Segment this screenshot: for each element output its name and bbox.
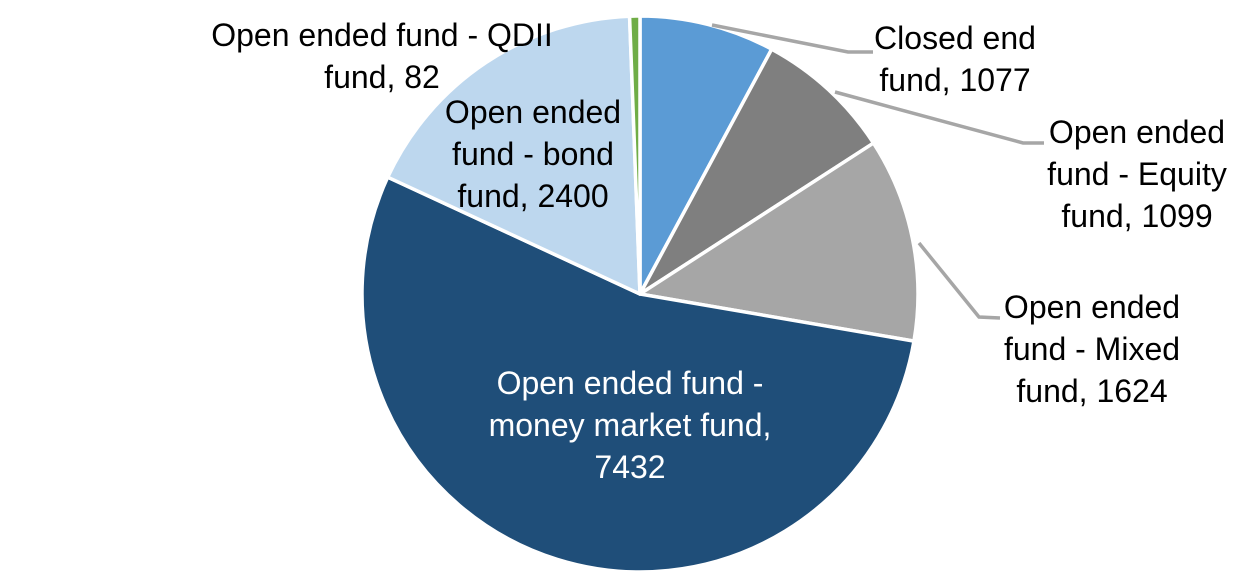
pie-slice-open-ended-fund-mixed-fund[interactable] (638, 141, 920, 343)
data-label-qdii-fund: Open ended fund - QDII fund, 82 (211, 17, 553, 95)
data-label-mixed-fund: Open ended fund - Mixed fund, 1624 (1003, 289, 1181, 409)
leader-line-mixed-fund (917, 241, 1001, 320)
pie-slice-open-ended-fund-qdii-fund[interactable] (627, 14, 642, 296)
pie-slice-open-ended-fund-money-market-fund[interactable] (360, 175, 916, 574)
data-label-bond-fund: Open ended fund - bond fund, 2400 (444, 94, 622, 214)
pie-slice-closed-end-fund[interactable] (638, 14, 774, 296)
data-label-closed-end-fund: Closed end fund, 1077 (874, 20, 1036, 98)
leader-line-equity-fund (834, 90, 1044, 145)
data-label-money-market-fund: Open ended fund - money market fund, 743… (488, 365, 772, 485)
leader-line-closed-end-fund (711, 23, 873, 54)
pie-slice-open-ended-fund-equity-fund[interactable] (638, 47, 876, 296)
pie-slices-group (360, 14, 920, 574)
leader-lines-group (711, 23, 1044, 320)
data-label-equity-fund: Open ended fund - Equity fund, 1099 (1047, 114, 1227, 234)
pie-slice-open-ended-fund-bond-fund[interactable] (385, 14, 642, 296)
